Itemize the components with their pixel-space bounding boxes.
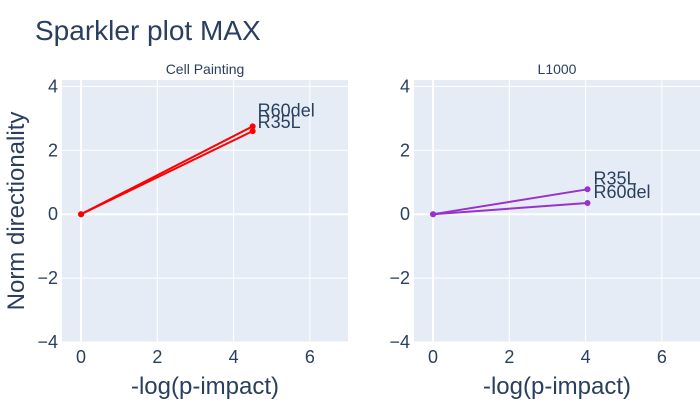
y-tick-label: −4 [37,332,58,352]
y-tick-label: 2 [400,140,410,160]
y-tick-label: 0 [48,204,58,224]
x-axis-label: -log(p-impact) [483,373,631,400]
data-point [584,186,591,193]
x-tick-label: 4 [581,347,591,367]
point-label: R35L [594,168,637,188]
x-tick-label: 0 [428,347,438,367]
x-tick-label: 6 [657,347,667,367]
y-tick-label: 0 [400,204,410,224]
x-tick-label: 2 [152,347,162,367]
plot-area [414,80,700,342]
point-label: R60del [258,100,315,120]
data-point [584,200,591,207]
y-tick-label: 4 [400,76,410,96]
series-line [432,188,588,216]
x-tick-label: 0 [76,347,86,367]
plot-area [62,80,348,342]
y-axis-label: Norm directionality [3,112,30,311]
chart-title: Sparkler plot MAX [35,15,261,46]
panel-title: L1000 [538,61,577,77]
data-point [78,211,85,218]
x-tick-label: 6 [305,347,315,367]
x-tick-label: 4 [229,347,239,367]
point-label: R35L [258,112,301,132]
data-point [249,123,256,130]
y-tick-label: −2 [389,268,410,288]
series-line [80,130,254,216]
y-tick-label: −4 [389,332,410,352]
panel-title: Cell Painting [166,61,245,77]
data-point [249,128,256,135]
x-axis-label: -log(p-impact) [131,373,279,400]
point-label: R60del [594,182,651,202]
y-tick-label: 2 [48,140,58,160]
data-point [430,211,437,218]
series-line [433,202,588,216]
x-tick-label: 2 [504,347,514,367]
y-tick-label: 4 [48,76,58,96]
y-tick-label: −2 [37,268,58,288]
